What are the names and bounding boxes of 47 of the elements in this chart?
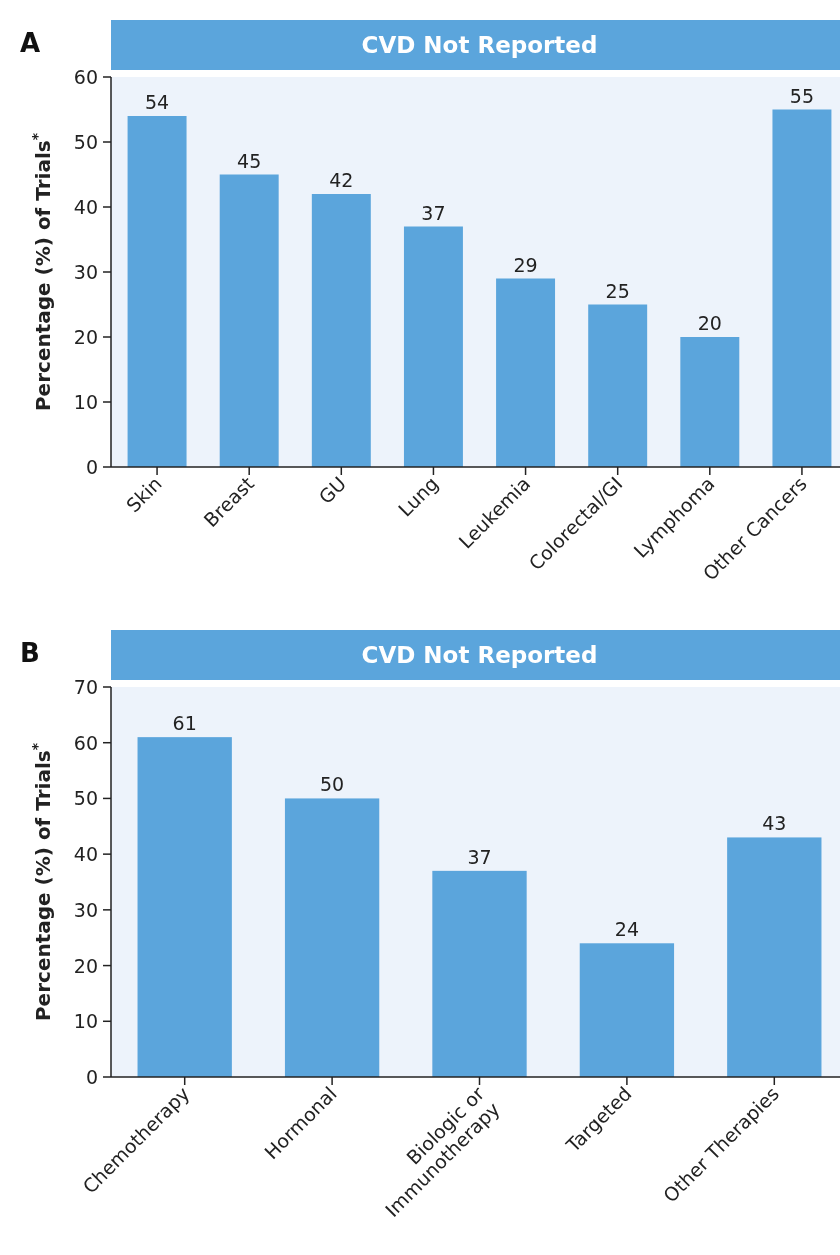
- bar: [680, 337, 740, 467]
- data-label: 37: [467, 845, 492, 868]
- data-label: 54: [144, 91, 170, 113]
- data-label: 25: [605, 279, 630, 302]
- bar: [403, 226, 463, 467]
- y-tick-label: 0: [85, 1066, 98, 1088]
- data-label: 24: [614, 918, 639, 941]
- y-tick-label: 60: [73, 66, 98, 88]
- bar: [311, 194, 371, 467]
- y-tick-label: 50: [73, 787, 98, 810]
- chart-title: CVD Not Reported: [361, 642, 598, 668]
- text: B: [20, 638, 40, 668]
- data-label: 55: [789, 84, 815, 107]
- y-tick-label: 20: [73, 326, 98, 348]
- bar: [284, 798, 380, 1077]
- text: A: [20, 28, 41, 58]
- chart-title: CVD Not Reported: [361, 32, 598, 58]
- bar: [579, 943, 675, 1077]
- y-tick-label: 60: [73, 731, 98, 754]
- data-label: 50: [320, 773, 345, 796]
- data-label: 20: [697, 312, 722, 334]
- data-label: 43: [762, 812, 787, 835]
- bar: [727, 837, 822, 1077]
- y-tick-label: 40: [73, 843, 98, 866]
- bar: [588, 304, 648, 467]
- data-label: 37: [421, 201, 446, 224]
- x-tick-label: GU: [314, 472, 351, 509]
- x-tick-label: Skin: [121, 472, 166, 517]
- data-label: 42: [329, 169, 354, 191]
- y-tick-label: 0: [85, 456, 98, 478]
- bar: [496, 278, 556, 467]
- y-tick-label: 50: [73, 131, 98, 153]
- bar: [432, 870, 527, 1077]
- y-tick-label: 30: [73, 898, 98, 921]
- data-label: 61: [172, 712, 197, 735]
- y-tick-label: 20: [73, 954, 98, 977]
- y-tick-label: 30: [73, 261, 98, 283]
- bar: [219, 174, 279, 467]
- y-tick-label: 70: [73, 676, 98, 698]
- y-tick-label: 10: [73, 391, 98, 413]
- bar: [772, 109, 832, 467]
- bar: [127, 116, 187, 467]
- bar: [137, 737, 232, 1077]
- data-label: 29: [513, 253, 538, 276]
- y-tick-label: 40: [73, 196, 98, 218]
- y-tick-label: 10: [73, 1010, 98, 1033]
- data-label: 45: [237, 149, 262, 172]
